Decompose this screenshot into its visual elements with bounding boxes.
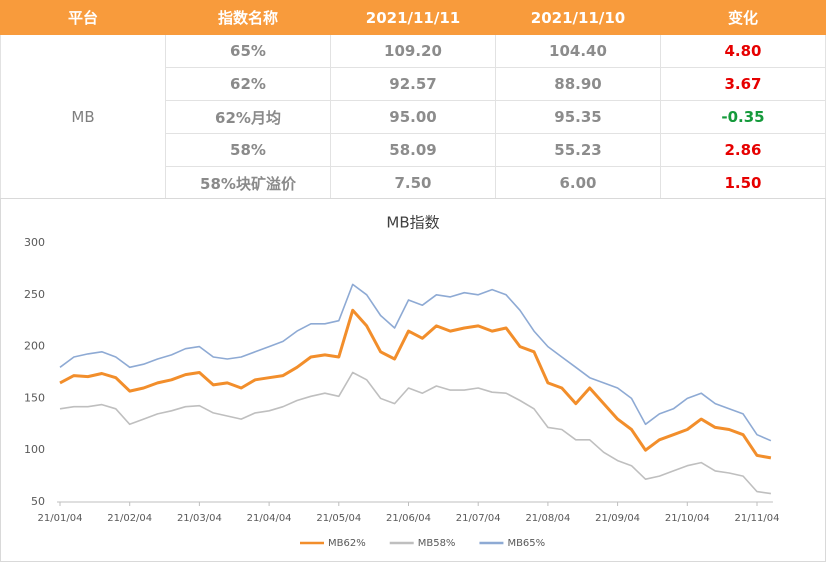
series-line <box>59 283 772 442</box>
header-row: 平台 指数名称 2021/11/11 2021/11/10 变化 <box>0 0 826 35</box>
value-cell: 62% <box>165 67 331 101</box>
value-cell: 55.23 <box>495 133 661 167</box>
legend-label: MB62% <box>328 538 366 549</box>
x-tick-label: 21/05/04 <box>316 513 361 524</box>
x-tick-label: 21/10/04 <box>665 513 710 524</box>
y-tick-label: 50 <box>31 495 45 508</box>
table-row: 62%月均 95.00 95.35 -0.35 <box>1 100 826 134</box>
value-cell: 92.57 <box>330 67 496 101</box>
x-tick-label: 21/11/04 <box>735 513 780 524</box>
chart-title: MB指数 <box>386 214 439 232</box>
value-cell: 6.00 <box>495 166 661 200</box>
chart-frame <box>0 198 826 562</box>
x-tick-label: 21/04/04 <box>247 513 292 524</box>
change-cell: 4.80 <box>660 34 826 68</box>
y-tick-label: 100 <box>24 443 45 456</box>
table-row: 62% 92.57 88.90 3.67 <box>1 67 826 101</box>
legend-label: MB65% <box>507 538 545 549</box>
table-row: MB 65% 109.20 104.40 4.80 <box>0 34 826 200</box>
x-tick-label: 21/08/04 <box>525 513 570 524</box>
x-tick-label: 21/06/04 <box>386 513 431 524</box>
y-tick-label: 300 <box>24 236 45 249</box>
header-cell: 指数名称 <box>165 0 331 35</box>
platform-cell: MB <box>0 34 166 200</box>
change-cell: 2.86 <box>660 133 826 167</box>
header-cell: 平台 <box>0 0 166 35</box>
y-tick-label: 200 <box>24 340 45 353</box>
x-tick-label: 21/03/04 <box>177 513 222 524</box>
legend-label: MB58% <box>418 538 456 549</box>
y-tick-label: 150 <box>24 391 45 404</box>
x-tick-label: 21/09/04 <box>595 513 640 524</box>
table-row: 58%块矿溢价 7.50 6.00 1.50 <box>1 166 826 200</box>
value-cell: 104.40 <box>495 34 661 68</box>
change-cell: -0.35 <box>660 100 826 134</box>
series-line <box>59 308 772 460</box>
change-cell: 1.50 <box>660 166 826 200</box>
value-cell: 95.35 <box>495 100 661 134</box>
x-tick-label: 21/02/04 <box>107 513 152 524</box>
table-row: 58% 58.09 55.23 2.86 <box>1 133 826 167</box>
value-cell: 58.09 <box>330 133 496 167</box>
header-cell: 2021/11/11 <box>330 0 496 35</box>
value-cell: 109.20 <box>330 34 496 68</box>
value-cell: 62%月均 <box>165 100 331 134</box>
value-cell: 65% <box>165 34 331 68</box>
x-tick-label: 21/01/04 <box>38 513 83 524</box>
price-table: 平台 指数名称 2021/11/11 2021/11/10 变化 MB 65% 109.20 1… <box>0 0 826 200</box>
header-cell: 变化 <box>660 0 826 35</box>
value-cell: 7.50 <box>330 166 496 200</box>
value-cell: 58%块矿溢价 <box>165 166 331 200</box>
chart: MB指数 50 100 150 200 250 300 21/01/04 21/02/04 21… <box>0 198 826 562</box>
series-line <box>59 371 772 495</box>
header-cell: 2021/11/10 <box>495 0 661 35</box>
value-cell: 95.00 <box>330 100 496 134</box>
y-tick-label: 250 <box>24 288 45 301</box>
value-cell: 58% <box>165 133 331 167</box>
x-tick-label: 21/07/04 <box>456 513 501 524</box>
change-cell: 3.67 <box>660 67 826 101</box>
value-cell: 88.90 <box>495 67 661 101</box>
